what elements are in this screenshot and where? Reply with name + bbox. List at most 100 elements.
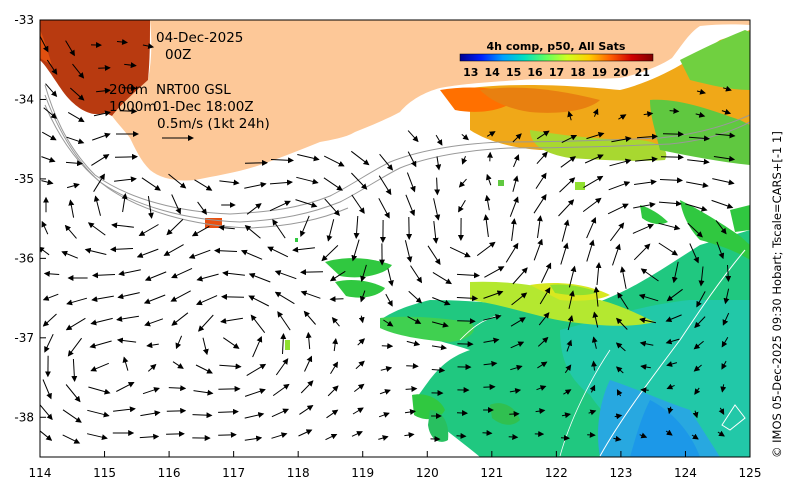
current-arrow xyxy=(432,271,452,285)
current-arrow xyxy=(689,243,699,264)
current-arrow xyxy=(378,198,390,219)
current-arrow xyxy=(280,333,287,355)
date-label: 04-Dec-2025 xyxy=(156,30,243,46)
current-arrow xyxy=(691,433,699,440)
current-arrow xyxy=(116,39,128,45)
current-arrow xyxy=(456,432,467,439)
y-tick-label: -33 xyxy=(14,13,34,27)
current-arrow xyxy=(41,156,56,163)
current-arrow xyxy=(612,243,621,266)
current-arrow xyxy=(68,199,75,218)
current-arrow xyxy=(723,288,730,305)
current-arrow xyxy=(639,340,654,347)
y-tick-label: -38 xyxy=(14,410,34,424)
current-arrow xyxy=(116,382,135,392)
current-arrow xyxy=(636,133,658,140)
x-tick-label: 116 xyxy=(158,466,181,480)
current-arrow xyxy=(244,225,261,239)
current-arrow xyxy=(535,172,547,189)
current-arrow xyxy=(223,337,240,349)
current-arrow xyxy=(353,215,360,239)
current-arrow xyxy=(611,136,632,143)
current-arrow xyxy=(486,131,496,137)
y-tick-label: -34 xyxy=(14,92,34,106)
current-arrow xyxy=(536,385,547,391)
x-tick-label: 123 xyxy=(609,466,632,480)
current-arrow xyxy=(93,110,111,117)
current-arrow xyxy=(121,85,137,92)
current-arrow xyxy=(297,154,320,162)
current-arrow xyxy=(535,408,546,415)
current-arrow xyxy=(536,215,543,238)
current-arrow xyxy=(299,405,314,415)
current-arrow xyxy=(533,193,547,214)
current-arrow xyxy=(512,175,519,192)
current-arrow xyxy=(65,40,75,57)
current-arrow xyxy=(405,385,418,392)
current-arrow xyxy=(591,336,598,349)
current-arrow xyxy=(357,338,366,346)
current-arrow xyxy=(512,133,522,143)
current-arrow xyxy=(616,317,628,330)
current-arrow xyxy=(240,249,263,260)
x-tick-label: 117 xyxy=(222,466,245,480)
current-arrow xyxy=(351,431,363,437)
current-arrow xyxy=(250,314,266,334)
current-arrow xyxy=(330,361,339,374)
current-arrow xyxy=(483,337,500,344)
current-arrow xyxy=(65,384,81,403)
current-arrow xyxy=(508,433,519,440)
current-arrow xyxy=(72,63,85,79)
colorbar xyxy=(459,53,654,62)
current-arrow xyxy=(698,266,705,287)
current-arrow xyxy=(595,262,602,286)
current-arrow xyxy=(202,337,209,356)
current-arrow xyxy=(406,340,421,347)
current-arrow xyxy=(84,247,107,255)
current-arrow xyxy=(272,219,286,239)
current-arrow xyxy=(658,200,682,207)
current-arrow xyxy=(513,154,520,168)
current-arrow xyxy=(592,311,599,328)
current-arrow xyxy=(147,363,157,372)
current-arrow xyxy=(221,293,245,300)
current-arrow xyxy=(536,130,550,140)
current-arrow xyxy=(693,364,702,372)
time-label: 00Z xyxy=(165,47,191,63)
current-arrow xyxy=(171,312,189,326)
current-arrow xyxy=(511,292,528,306)
current-arrow xyxy=(640,364,651,370)
current-arrow xyxy=(65,160,83,167)
current-arrow xyxy=(694,387,701,395)
current-arrow xyxy=(435,134,443,146)
current-arrow xyxy=(457,318,476,325)
vector-scale-label: 0.5m/s (1kt 24h) xyxy=(157,116,270,132)
current-arrow xyxy=(616,389,623,397)
current-arrow xyxy=(406,363,419,370)
y-tick-label: -35 xyxy=(14,172,34,186)
current-arrow xyxy=(639,432,648,439)
current-arrow xyxy=(171,194,181,215)
current-arrow xyxy=(246,363,267,377)
current-arrow xyxy=(615,342,626,352)
current-arrow xyxy=(567,110,574,121)
current-arrow xyxy=(41,220,49,235)
current-arrow xyxy=(633,243,651,261)
current-arrow xyxy=(274,270,297,280)
current-arrow xyxy=(665,338,680,345)
current-arrow xyxy=(329,296,344,303)
current-arrow xyxy=(427,245,441,266)
current-arrow xyxy=(658,222,681,231)
colorbar-tick-label: 21 xyxy=(635,66,650,79)
current-arrow xyxy=(275,358,289,376)
product-time-label: 01-Dec 18:00Z xyxy=(153,99,254,115)
current-arrow xyxy=(118,269,141,277)
current-arrow xyxy=(96,87,111,94)
current-arrow xyxy=(323,177,343,191)
current-arrow xyxy=(560,242,569,265)
current-arrow xyxy=(358,315,365,324)
current-arrow xyxy=(323,155,345,167)
current-arrow xyxy=(635,156,658,163)
current-arrow xyxy=(142,43,155,49)
current-arrow xyxy=(632,223,655,234)
